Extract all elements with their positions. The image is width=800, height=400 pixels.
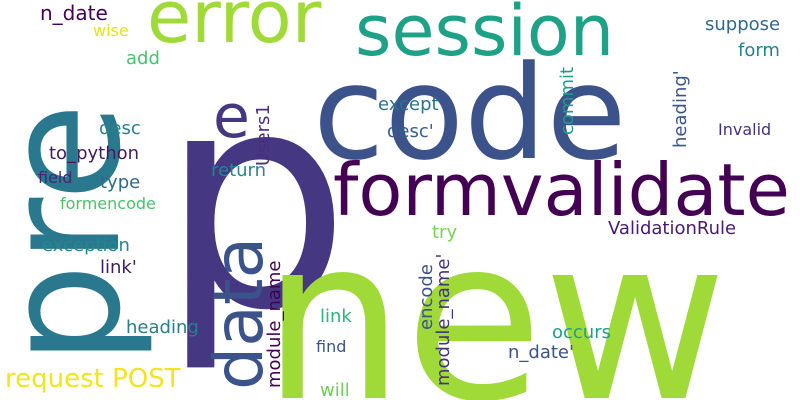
word-code-3: code <box>313 37 627 189</box>
word-find-36: find <box>316 337 346 356</box>
word-link-19: link' <box>100 257 137 278</box>
word-exception-18: exception <box>42 235 130 256</box>
word-new-1: new <box>262 190 727 400</box>
word-link-35: link <box>320 306 352 327</box>
word-session-6: session <box>355 0 614 72</box>
word-to-python-14: to_python <box>49 143 139 164</box>
word-data-7: data <box>200 237 279 390</box>
word-formvalidate-4: formvalidate <box>333 148 790 232</box>
word-users1-22: Users1 <box>253 104 274 166</box>
word-module-name-24: module_name' <box>433 254 454 386</box>
word-desc-13: desc <box>99 118 141 139</box>
word-form-31: form <box>738 40 780 61</box>
word-n-date-10: n_date <box>40 1 108 25</box>
word-wise-11: wise <box>93 21 129 40</box>
word-try-34: try <box>432 222 457 243</box>
word-invalid-32: Invalid <box>718 120 771 139</box>
word-e-8: e <box>213 82 250 152</box>
word-heading-29: heading' <box>670 70 691 148</box>
word-validationrule-33: ValidationRule <box>608 218 736 239</box>
word-pre-2: pre <box>0 103 156 365</box>
word-request-post-9: request POST <box>5 364 181 394</box>
word-commit-28: commit <box>557 67 578 135</box>
word-error-5: error <box>147 0 322 59</box>
word-type-16: type <box>100 172 140 193</box>
word-field-15: field <box>38 168 73 187</box>
word-desc-27: desc' <box>387 121 434 142</box>
word-heading-20: heading <box>126 317 199 338</box>
word-add-12: add <box>126 48 160 69</box>
word-suppose-30: suppose <box>705 14 780 35</box>
word-formencode-17: formencode <box>60 194 156 213</box>
word-return-21: return <box>211 160 266 181</box>
word-p-0: p <box>160 27 350 376</box>
word-encode-25: encode <box>416 264 437 330</box>
word-n-date-39: n_date' <box>508 342 574 363</box>
word-module-name-23: module_name <box>264 260 285 388</box>
word-except-26: except <box>378 94 439 115</box>
word-will-37: will <box>320 380 350 400</box>
word-occurs-38: occurs <box>552 322 611 343</box>
